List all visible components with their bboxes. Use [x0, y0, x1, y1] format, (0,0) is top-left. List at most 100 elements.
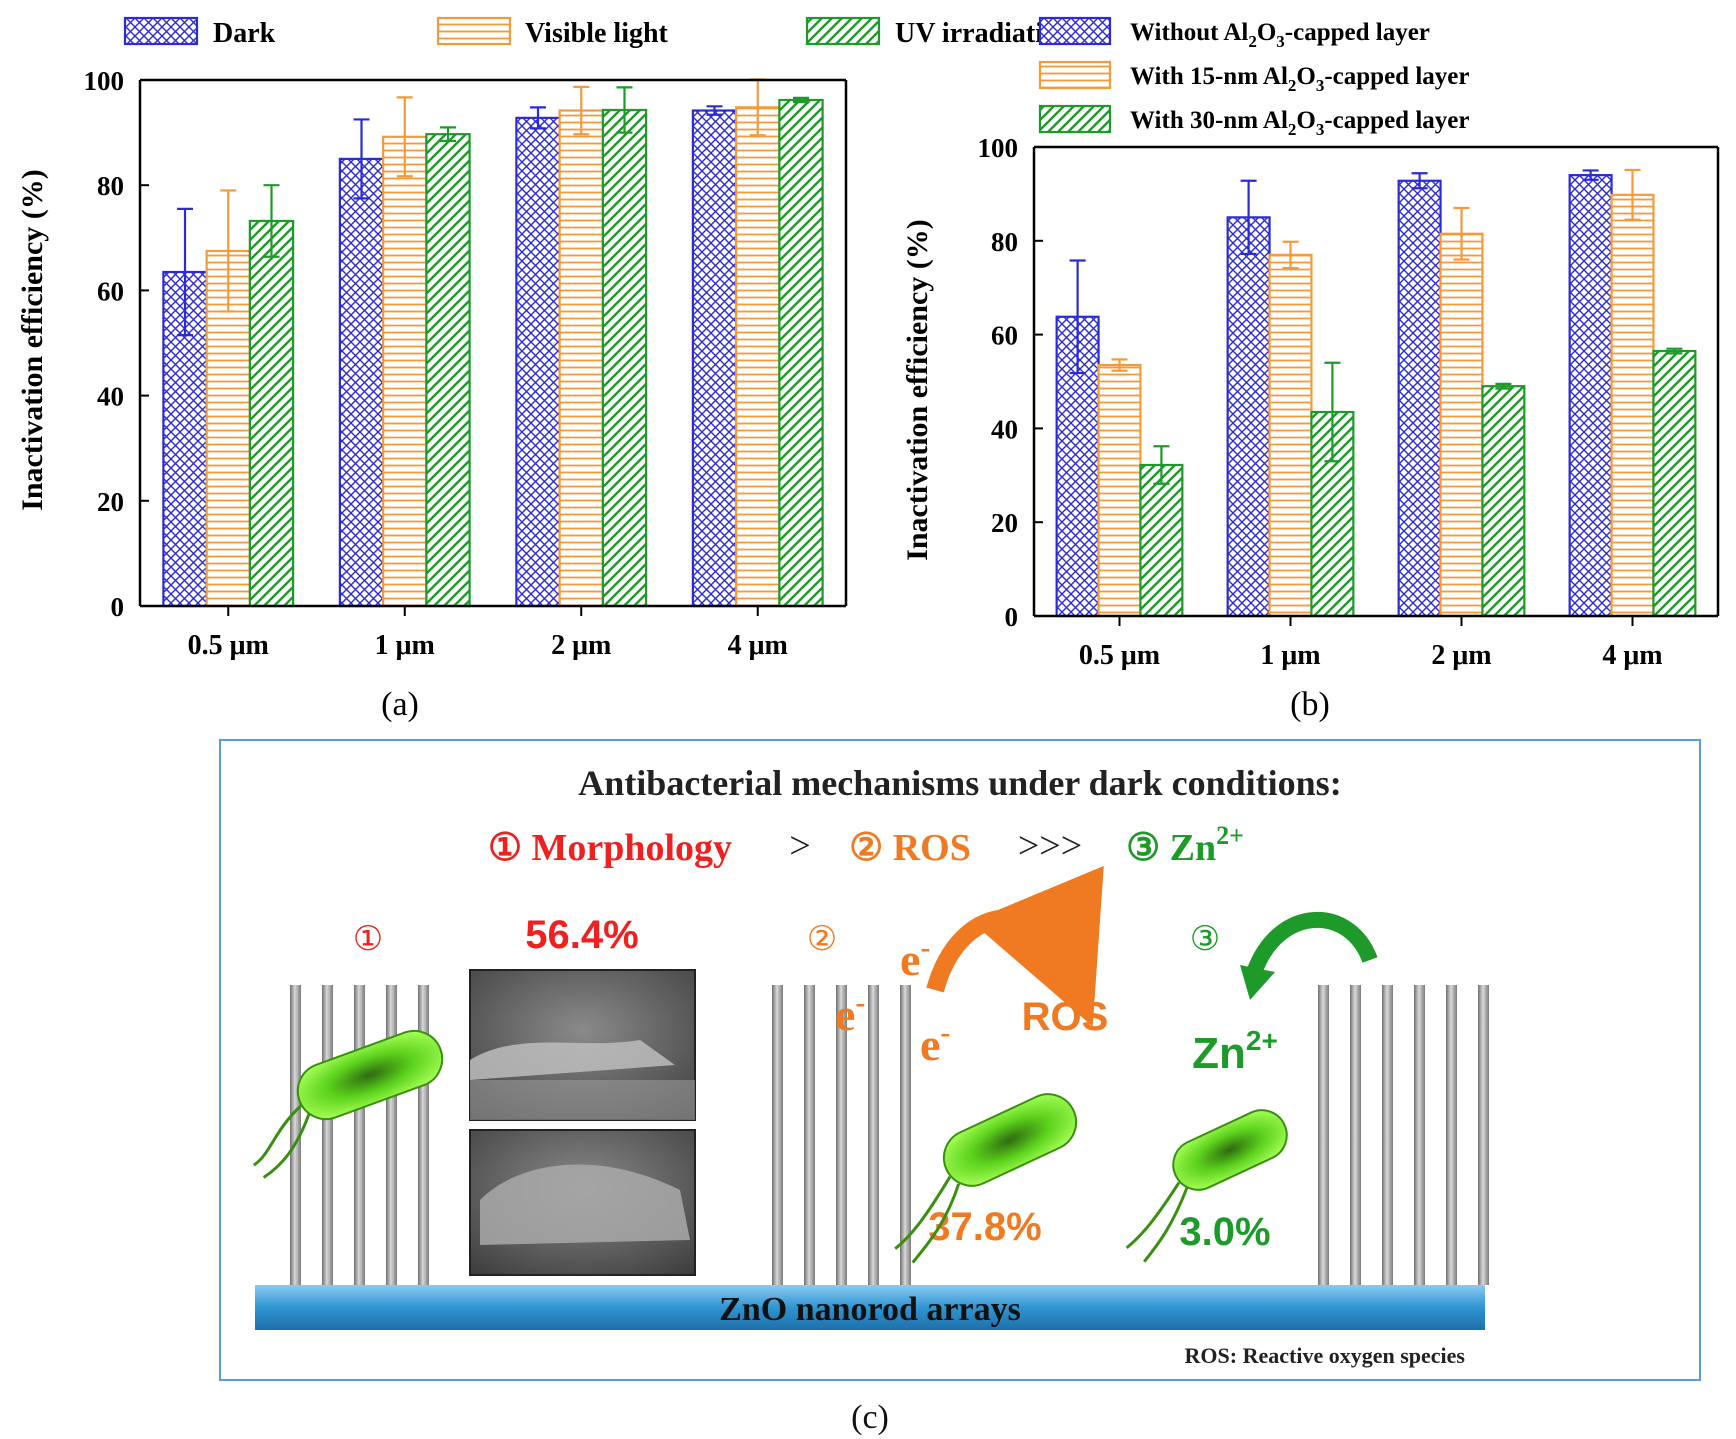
legend-swatch: [1038, 16, 1112, 46]
bar: [515, 116, 561, 608]
sem-image-bottom: [469, 1129, 696, 1276]
bacterium-1: [252, 1029, 444, 1179]
y-tick-label: 0: [111, 592, 125, 622]
ranking-ros: ② ROS: [849, 827, 971, 869]
y-tick-label: 100: [84, 66, 125, 96]
panel-label-a: (a): [381, 686, 419, 723]
bar: [778, 98, 824, 608]
ranking-gt-1: >: [789, 825, 810, 867]
y-tick-label: 40: [991, 414, 1018, 444]
bacterium-3: [1125, 1109, 1288, 1263]
zn-release-arrow: [1247, 911, 1378, 974]
bar: [1610, 193, 1655, 618]
nanorod: [804, 985, 815, 1285]
y-tick-label: 20: [991, 508, 1018, 538]
nanorod: [1478, 985, 1489, 1285]
mech2-percent: 37.8%: [928, 1205, 1041, 1249]
zno-substrate: [255, 1285, 1485, 1330]
ranking-zn: ③ Zn2+: [1126, 821, 1244, 869]
mech1-marker: ①: [353, 921, 383, 958]
bar: [1097, 363, 1142, 618]
sem-image-top: [469, 969, 696, 1121]
bar: [382, 135, 428, 608]
nanorod: [1446, 985, 1457, 1285]
chart-a: 0 20 40 60 80 100 0.5 μm 1 μm 2 μm 4 μm Dark Visib…: [16, 16, 1073, 723]
bar: [1652, 349, 1697, 618]
legend-swatch: [1038, 104, 1112, 134]
legend-swatch: [805, 16, 881, 46]
chart-a-bars: [162, 78, 824, 608]
ranking-gt-3: >>>: [1018, 825, 1082, 867]
y-tick-label: 40: [97, 382, 124, 412]
legend-label: Visible light: [525, 18, 669, 49]
bar: [691, 109, 738, 608]
legend-label: Without Al2O3-capped layer: [1130, 19, 1430, 51]
nanorod: [868, 985, 879, 1285]
nanorod: [836, 985, 847, 1285]
bar: [1481, 385, 1526, 618]
ros-label: ROS: [1022, 995, 1109, 1039]
nanorod: [1382, 985, 1393, 1285]
y-tick-label: 0: [1005, 602, 1019, 632]
x-tick-label: 1 μm: [1260, 640, 1320, 671]
footnote: ROS: Reactive oxygen species: [1185, 1343, 1466, 1368]
electron-transfer-arrow: [926, 865, 1104, 1027]
nanorods-group-1: [290, 985, 429, 1285]
y-tick-label: 100: [978, 133, 1019, 163]
bar: [425, 133, 471, 608]
electron-label-3: e-: [920, 1016, 950, 1070]
y-tick-label: 20: [97, 487, 124, 517]
bar: [1139, 463, 1184, 618]
mech1-percent: 56.4%: [525, 913, 638, 957]
legend-swatch: [123, 16, 199, 46]
chart-b-bars: [1055, 168, 1697, 618]
bar: [1226, 216, 1271, 618]
nanorod: [418, 985, 429, 1285]
x-tick-label: 4 μm: [1602, 640, 1662, 671]
nanorods-group-2: [772, 985, 911, 1285]
x-tick-label: 4 μm: [728, 630, 788, 661]
legend-swatch: [1038, 60, 1112, 90]
bar: [1568, 174, 1613, 618]
bacterium-2: [894, 1093, 1078, 1264]
bar: [248, 219, 295, 608]
zn-ion-label: Zn2+: [1192, 1025, 1278, 1078]
legend-label: With 15-nm Al2O3-capped layer: [1130, 63, 1469, 95]
y-tick-label: 60: [97, 276, 124, 306]
y-tick-label: 80: [991, 227, 1018, 257]
chart-b-legend: Without Al2O3-capped layer With 15-nm Al2…: [1038, 16, 1469, 139]
nanorod: [386, 985, 397, 1285]
substrate-label: ZnO nanorod arrays: [719, 1291, 1021, 1328]
legend-label: With 30-nm Al2O3-capped layer: [1130, 107, 1469, 139]
mechanism-diagram: Antibacterial mechanisms under dark cond…: [219, 739, 1701, 1436]
electron-label-1: e-: [900, 931, 930, 985]
electron-label-2: e-: [835, 986, 865, 1040]
chart-a-y-axis-label: Inactivation efficiency (%): [16, 169, 49, 511]
x-tick-label: 2 μm: [1431, 640, 1491, 671]
legend-label: Dark: [213, 18, 276, 49]
nanorod: [354, 985, 365, 1285]
nanorod: [290, 985, 301, 1285]
ranking-morphology: ① Morphology: [488, 827, 732, 869]
zn-release-arrowhead: [1240, 965, 1275, 1000]
chart-b: 0 20 40 60 80 100 0.5 μm 1 μm 2 μm 4 μm Without A…: [901, 16, 1720, 723]
x-tick-label: 0.5 μm: [188, 630, 269, 661]
mech3-percent: 3.0%: [1179, 1210, 1270, 1254]
nanorod: [1318, 985, 1329, 1285]
y-tick-label: 80: [97, 171, 124, 201]
legend-swatch: [436, 16, 512, 46]
nanorods-group-3: [1318, 985, 1489, 1285]
nanorod: [322, 985, 333, 1285]
bar: [1439, 232, 1484, 618]
bar: [338, 157, 385, 608]
x-tick-label: 2 μm: [551, 630, 611, 661]
y-tick-label: 60: [991, 321, 1018, 351]
chart-a-legend: Dark Visible light UV irradiation: [123, 16, 1073, 49]
panel-label-c: (c): [851, 1399, 889, 1436]
mech2-marker: ②: [807, 921, 837, 958]
nanorod: [772, 985, 783, 1285]
bar: [1397, 179, 1442, 618]
mechanism-ranking: ① Morphology > ② ROS >>> ③ Zn2+: [488, 821, 1244, 869]
bar: [601, 108, 648, 608]
